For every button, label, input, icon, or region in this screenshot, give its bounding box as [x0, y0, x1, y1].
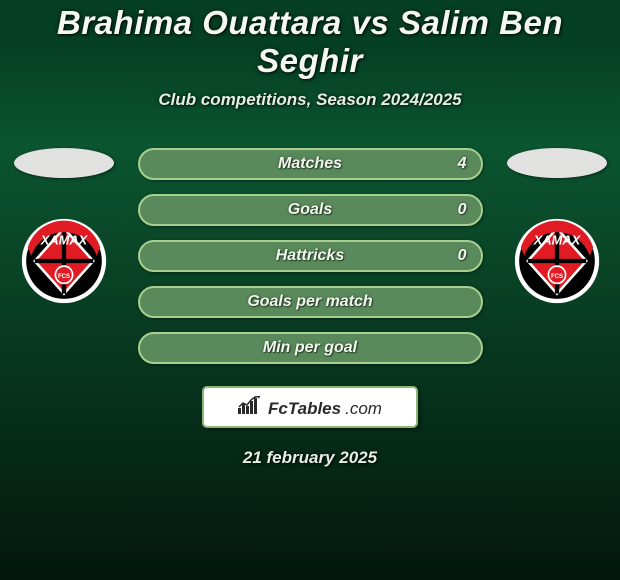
stats-column: Matches 4 Goals 0 Hattricks 0 Goals per … [138, 148, 483, 364]
subtitle: Club competitions, Season 2024/2025 [0, 90, 620, 110]
club-logo-right-svg: XAMAX FCS [514, 218, 600, 304]
player-left-col: XAMAX FCS [10, 148, 118, 304]
brand-box[interactable]: FcTables.com [202, 386, 418, 428]
stat-row-hattricks: Hattricks 0 [138, 240, 483, 272]
svg-text:XAMAX: XAMAX [532, 233, 581, 248]
stat-row-matches: Matches 4 [138, 148, 483, 180]
club-logo-left: XAMAX FCS [21, 218, 107, 304]
comparison-card: Brahima Ouattara vs Salim Ben Seghir Clu… [0, 0, 620, 580]
club-logo-left-svg: XAMAX FCS [21, 218, 107, 304]
brand-inner: FcTables.com [238, 396, 382, 419]
stat-label: Goals per match [247, 293, 372, 310]
date-text: 21 february 2025 [0, 448, 620, 468]
player-right-col: XAMAX FCS [503, 148, 611, 304]
stat-label: Goals [288, 201, 332, 218]
stat-row-mpg: Min per goal [138, 332, 483, 364]
stat-row-goals: Goals 0 [138, 194, 483, 226]
player-right-avatar [507, 148, 607, 178]
brand-name: FcTables [268, 399, 341, 419]
content-wrap: Brahima Ouattara vs Salim Ben Seghir Clu… [0, 0, 620, 468]
middle-row: XAMAX FCS Matches 4 Goals 0 [0, 148, 620, 364]
brand-suffix: .com [345, 399, 382, 419]
stat-right-value: 0 [458, 196, 467, 224]
stat-right-value: 4 [458, 150, 467, 178]
stat-label: Hattricks [276, 247, 344, 264]
stat-label: Min per goal [263, 339, 357, 356]
svg-text:FCS: FCS [57, 274, 69, 280]
stat-row-gpm: Goals per match [138, 286, 483, 318]
chart-bars-icon [238, 396, 262, 419]
stat-label: Matches [278, 155, 342, 172]
club-logo-right: XAMAX FCS [514, 218, 600, 304]
player-left-avatar [14, 148, 114, 178]
page-title: Brahima Ouattara vs Salim Ben Seghir [0, 4, 620, 80]
svg-text:XAMAX: XAMAX [39, 233, 88, 248]
svg-text:FCS: FCS [550, 274, 562, 280]
stat-right-value: 0 [458, 242, 467, 270]
